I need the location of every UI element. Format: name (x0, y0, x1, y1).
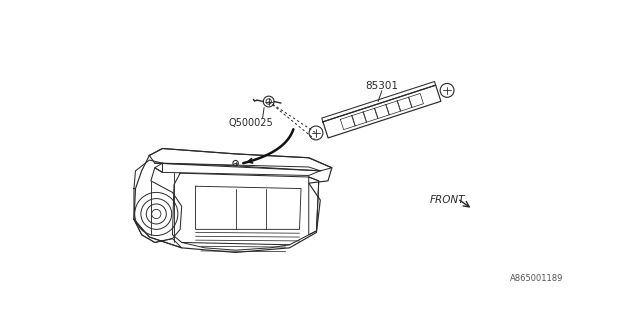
Text: A865001189: A865001189 (509, 274, 563, 283)
Text: Q500025: Q500025 (228, 118, 273, 128)
Text: FRONT: FRONT (429, 195, 465, 205)
Text: 85301: 85301 (365, 81, 398, 91)
